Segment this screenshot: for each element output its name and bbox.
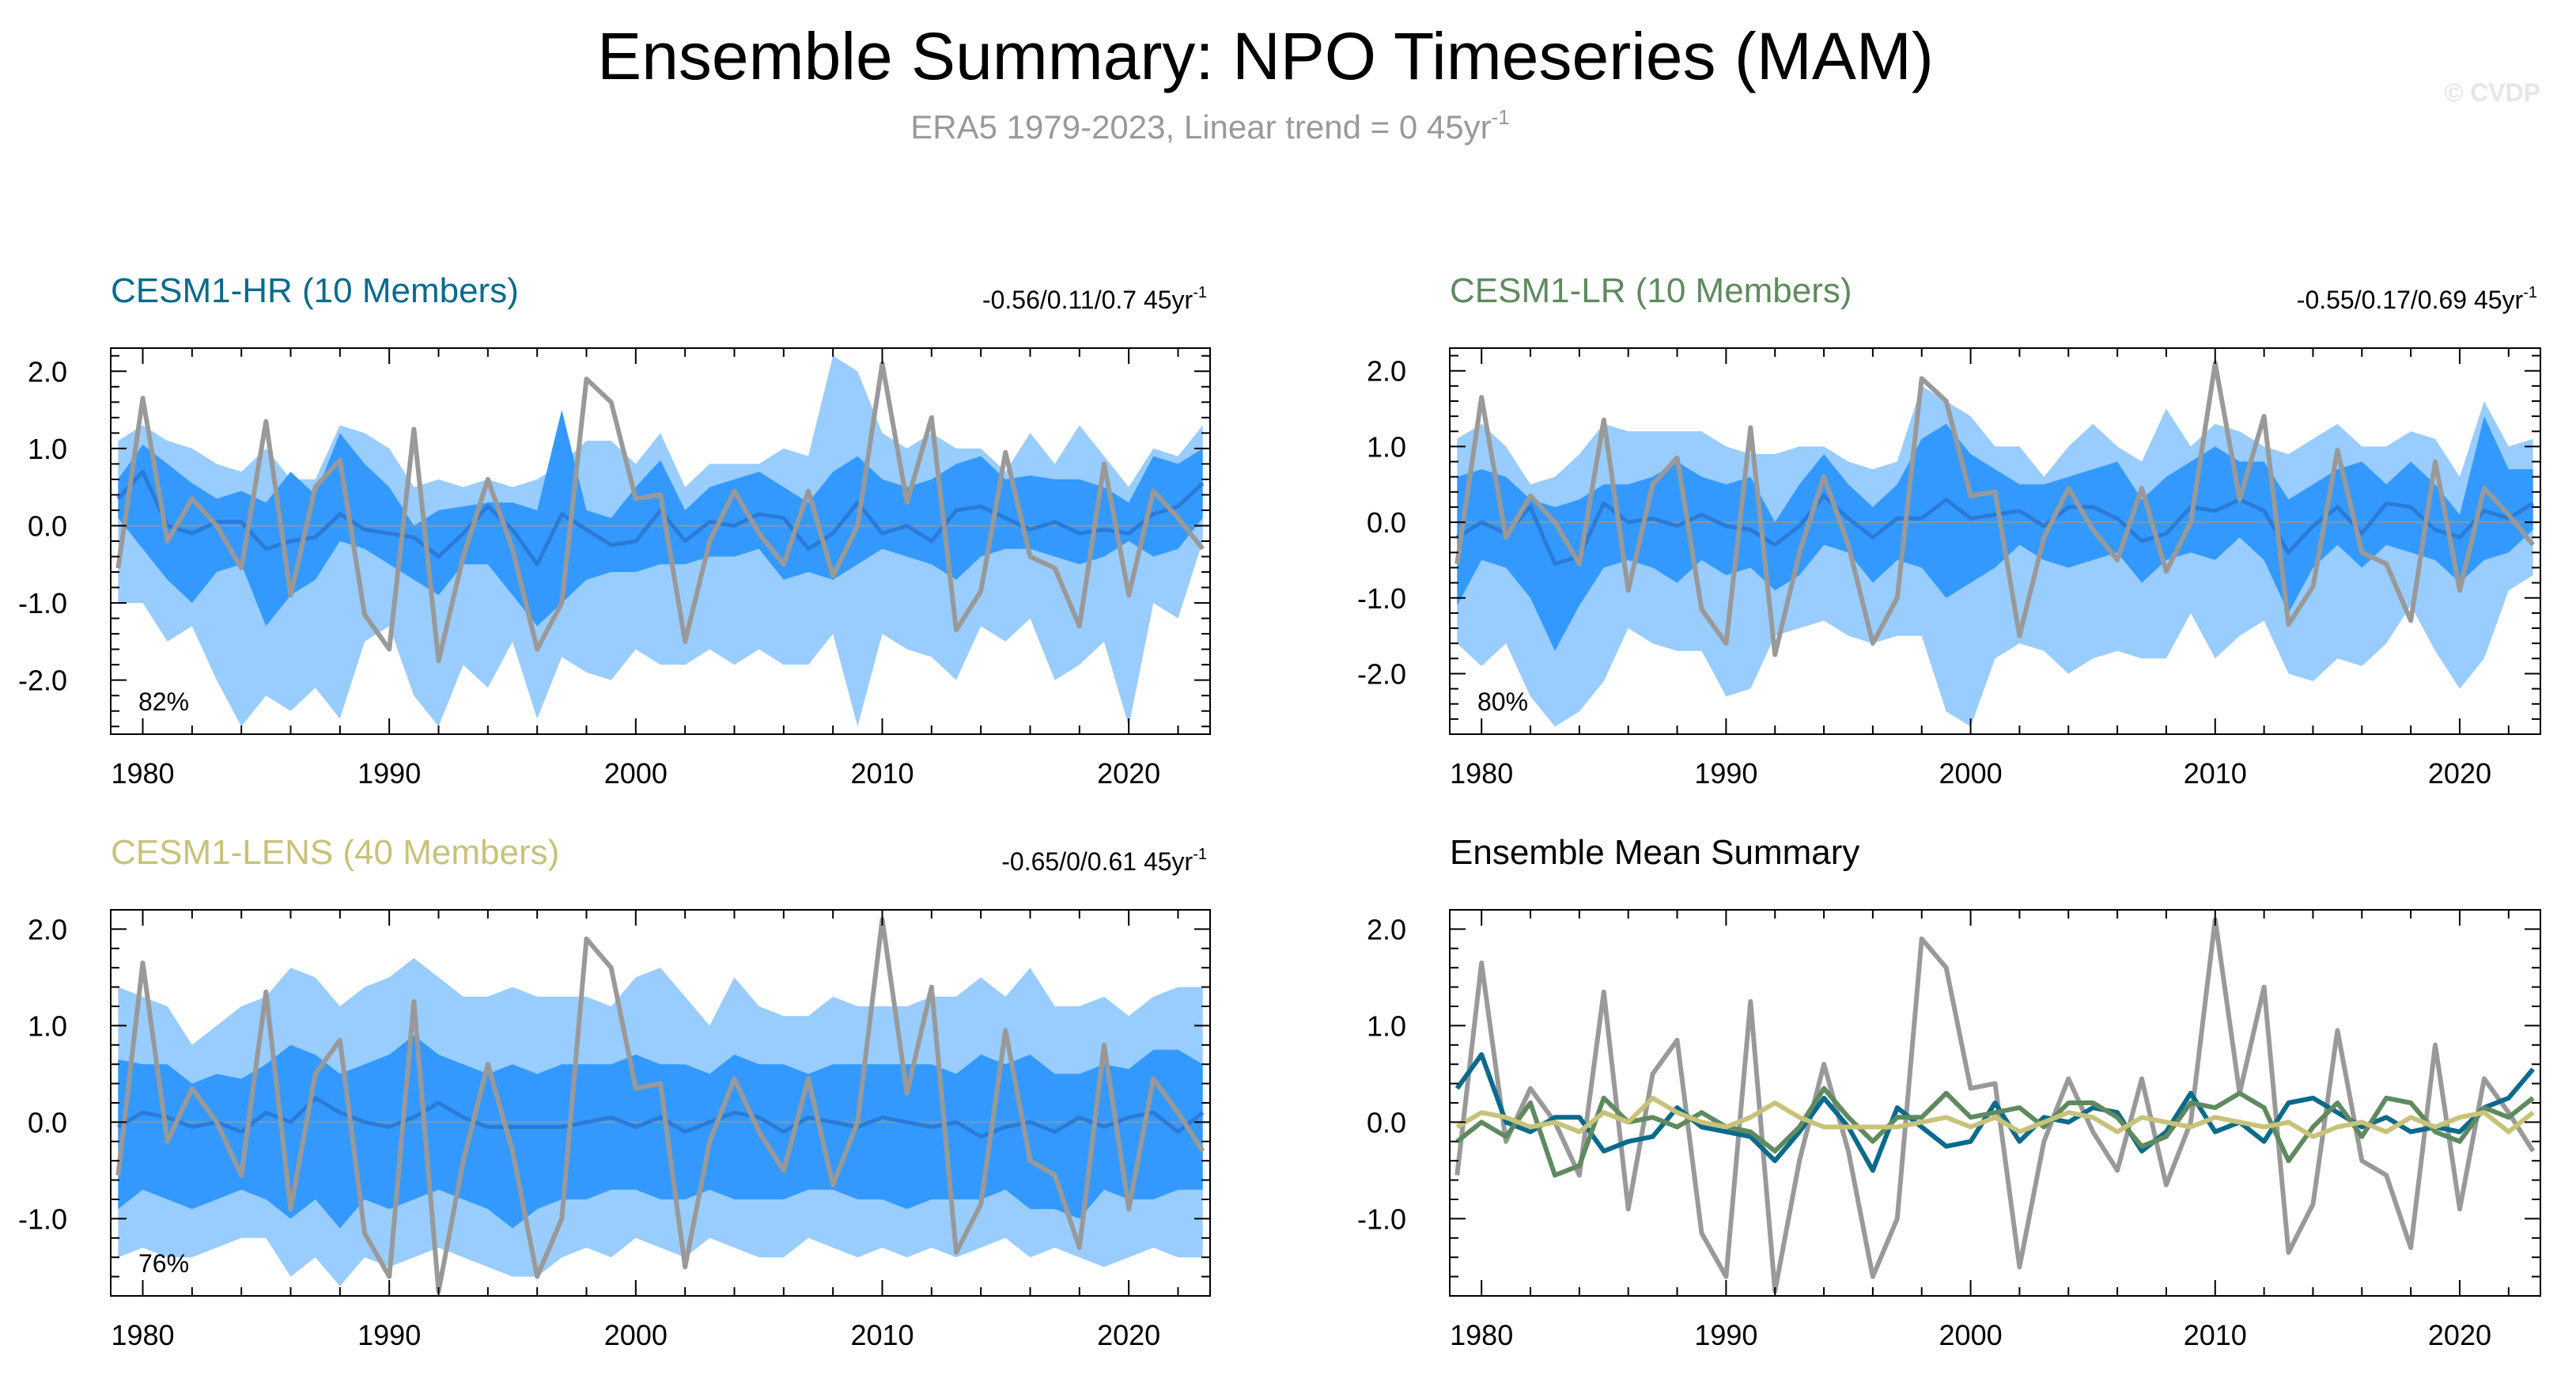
x-tick-label: 1990: [1694, 757, 1757, 790]
plot-frame: [1449, 347, 2541, 735]
y-tick-label: 1.0: [1367, 1010, 1406, 1042]
percent-label: 76%: [138, 1249, 189, 1278]
y-tick-label: 1.0: [28, 433, 67, 465]
trend-range-superscript: -1: [1193, 284, 1207, 301]
panel-ensemble-mean-summary: Ensemble Mean Summary 1980 1990 2000 2010 202…: [1357, 833, 2541, 1351]
panel-cesm1-lr: CESM1-LR (10 Members) -0.55/0.17/0.69 45y…: [1357, 271, 2541, 790]
y-tick-label: 1.0: [1367, 430, 1406, 463]
y-tick-label: 1.0: [28, 1010, 67, 1042]
watermark: © CVDP: [2445, 78, 2540, 107]
trend-range-label: -0.65/0/0.61 45yr-1: [1001, 846, 1207, 876]
percent-label: 80%: [1477, 688, 1528, 716]
series-line-era5: [1454, 917, 2536, 1294]
x-tick-label: 2000: [1939, 1319, 2003, 1351]
figure-subtitle: ERA5 1979-2023, Linear trend = 0 45yr-1: [910, 105, 1509, 146]
x-tick-label: 1980: [111, 1319, 174, 1351]
x-tick-label: 1990: [1694, 1319, 1757, 1351]
x-tick-label: 1980: [1450, 757, 1513, 790]
plot-area: [1454, 917, 2536, 1294]
trend-range-superscript: -1: [2523, 284, 2537, 301]
plot-area: [1450, 361, 2540, 727]
inner-spread-band: [1457, 416, 2533, 651]
panel-title: CESM1-HR (10 Members): [111, 271, 519, 310]
x-tick-label: 1980: [111, 757, 174, 790]
y-tick-label: 0.0: [28, 1106, 67, 1138]
x-tick-label: 2020: [1097, 757, 1160, 790]
y-tick-label: 2.0: [1367, 913, 1406, 945]
x-tick-label: 2020: [2428, 1319, 2491, 1351]
x-tick-label: 2010: [2184, 1319, 2247, 1351]
x-tick-label: 2000: [1939, 757, 2003, 790]
trend-range-superscript: -1: [1193, 846, 1207, 863]
trend-range-text: -0.56/0.11/0.7 45yr: [982, 286, 1193, 314]
observation-line: [1454, 361, 2536, 657]
y-tick-label: 2.0: [28, 913, 67, 945]
y-tick-label: -1.0: [1357, 582, 1406, 615]
x-tick-label: 1990: [357, 757, 421, 790]
panel-cesm1-hr: CESM1-HR (10 Members) -0.56/0.11/0.7 45yr…: [18, 271, 1211, 790]
plot-area: [111, 355, 1210, 727]
trend-range-text: -0.65/0/0.61 45yr: [1001, 847, 1193, 876]
x-tick-label: 2020: [1097, 1319, 1160, 1351]
x-tick-label: 2000: [604, 757, 668, 790]
panel-cesm1-lens: CESM1-LENS (40 Members) -0.65/0/0.61 45yr…: [18, 833, 1211, 1351]
x-tick-label: 2010: [850, 1319, 914, 1351]
y-tick-label: -1.0: [1357, 1203, 1406, 1235]
series-line-cesm1-lens: [1455, 1095, 2535, 1139]
subtitle-text: ERA5 1979-2023, Linear trend = 0 45yr: [910, 108, 1491, 146]
x-tick-label: 2000: [604, 1319, 668, 1351]
x-tick-label: 2020: [2428, 757, 2491, 790]
trend-range-text: -0.55/0.17/0.69 45yr: [2297, 286, 2524, 314]
x-tick-label: 2010: [2184, 757, 2247, 790]
x-tick-label: 2010: [850, 757, 914, 790]
trend-range-label: -0.56/0.11/0.7 45yr-1: [982, 284, 1207, 314]
y-tick-label: 2.0: [28, 355, 67, 388]
y-tick-label: 0.0: [1367, 1106, 1406, 1138]
y-tick-label: 0.0: [1367, 506, 1406, 539]
subtitle-superscript: -1: [1492, 105, 1510, 129]
panel-title: CESM1-LR (10 Members): [1450, 271, 1852, 310]
y-tick-label: 2.0: [1367, 355, 1406, 388]
percent-label: 82%: [138, 688, 189, 716]
y-tick-label: -2.0: [1357, 657, 1406, 690]
inner-spread-band: [118, 1035, 1203, 1229]
x-tick-label: 1990: [357, 1319, 421, 1351]
observation-line: [115, 361, 1205, 664]
y-tick-label: -2.0: [18, 665, 67, 697]
y-tick-label: -1.0: [18, 1203, 67, 1235]
figure-title: Ensemble Summary: NPO Timeseries (MAM): [597, 19, 1934, 93]
y-tick-label: 0.0: [28, 509, 67, 542]
x-tick-label: 1980: [1450, 1319, 1513, 1351]
panel-title: Ensemble Mean Summary: [1450, 833, 1859, 872]
observation-line: [115, 917, 1205, 1294]
inner-spread-band: [118, 410, 1203, 627]
panel-title: CESM1-LENS (40 Members): [111, 833, 559, 872]
trend-range-label: -0.55/0.17/0.69 45yr-1: [2297, 284, 2537, 314]
y-tick-label: -1.0: [18, 587, 67, 619]
plot-area: [111, 917, 1210, 1294]
